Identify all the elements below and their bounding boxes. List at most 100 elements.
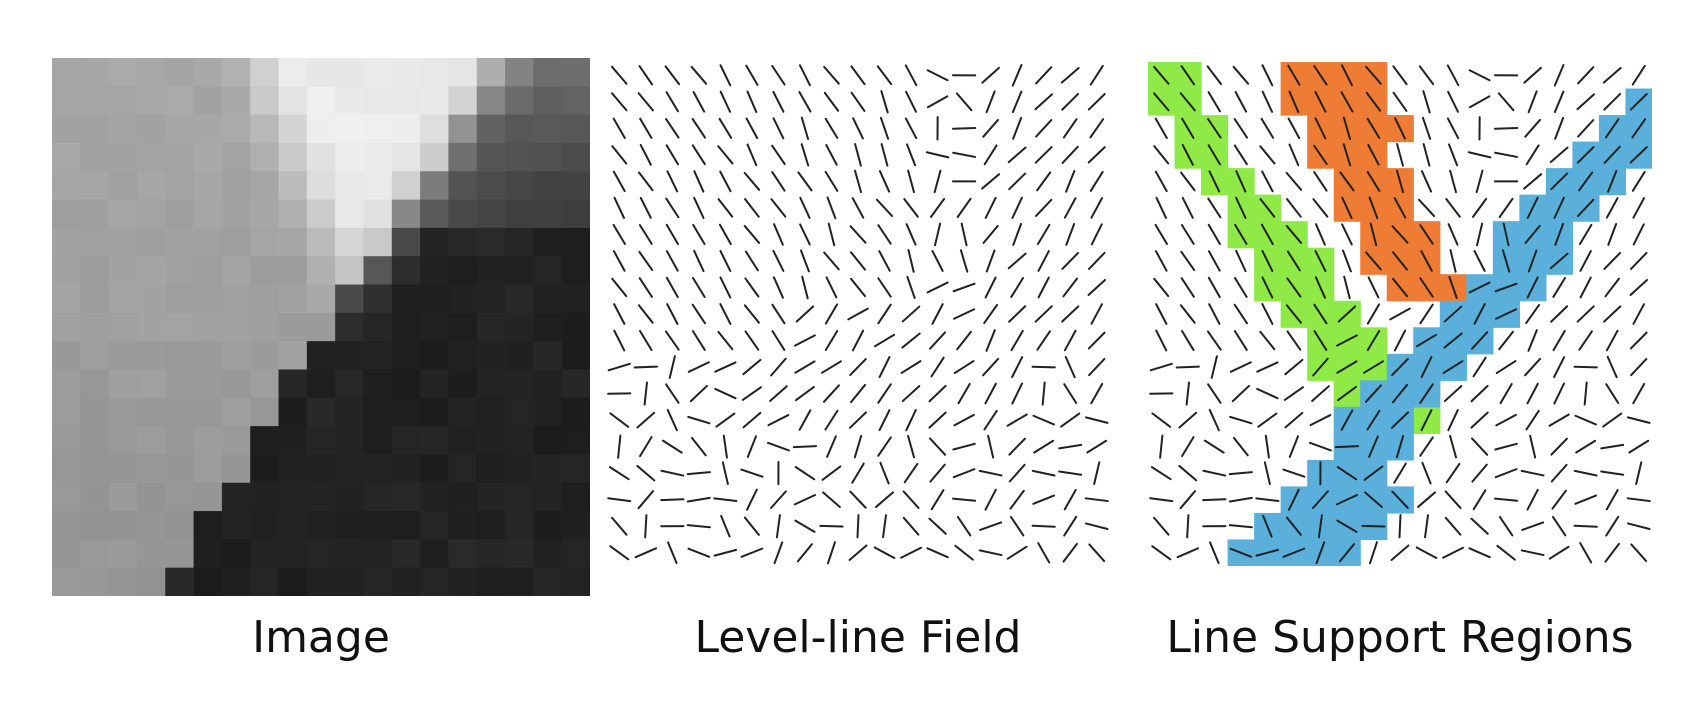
level-line	[824, 170, 839, 192]
level-line	[637, 304, 654, 324]
pixel-cell	[533, 312, 563, 342]
pixel-cell	[80, 369, 110, 399]
level-line	[1283, 386, 1305, 401]
level-line	[639, 143, 652, 166]
pixel-cell	[561, 341, 590, 371]
pixel-cell	[448, 482, 478, 512]
level-line	[715, 412, 736, 428]
level-line	[823, 91, 840, 112]
level-line	[1308, 441, 1332, 452]
level-line	[1153, 145, 1170, 165]
pixel-cell	[306, 511, 336, 540]
level-line	[1495, 360, 1517, 375]
level-line	[611, 92, 628, 112]
level-line	[1417, 491, 1436, 508]
level-line	[849, 490, 867, 509]
level-line	[1342, 143, 1352, 167]
pixel-cell	[136, 199, 166, 229]
pixel-cell	[80, 511, 110, 540]
level-line	[1448, 143, 1459, 167]
pixel-cell	[420, 284, 450, 314]
pixel-cell	[335, 369, 365, 399]
level-line	[901, 305, 921, 323]
level-line	[1317, 514, 1323, 539]
level-line	[1470, 517, 1489, 535]
level-line	[795, 305, 815, 323]
level-line	[1603, 145, 1621, 164]
pixel-cell	[391, 199, 421, 229]
level-line	[900, 360, 922, 374]
level-line	[1285, 224, 1303, 244]
pixel-cell	[476, 227, 506, 257]
level-line	[634, 547, 658, 559]
level-line-field-caption: Level-line Field	[694, 612, 1022, 663]
pixel-cell	[306, 227, 336, 257]
level-line	[1575, 439, 1597, 454]
level-line	[1578, 223, 1593, 245]
pixel-cell	[250, 539, 280, 569]
pixel-cell	[278, 341, 308, 371]
pixel-cell	[363, 86, 393, 116]
level-line	[692, 276, 706, 298]
level-line	[1549, 146, 1569, 164]
level-line	[1392, 277, 1408, 298]
level-line	[1548, 413, 1570, 427]
level-line	[1228, 496, 1253, 503]
level-line	[666, 170, 679, 193]
level-line	[1034, 146, 1053, 164]
level-line	[1209, 541, 1220, 565]
level-line	[1285, 304, 1302, 324]
pixel-cell	[250, 511, 280, 540]
pixel-cell	[505, 567, 534, 596]
level-line	[1501, 249, 1511, 273]
pixel-cell	[221, 454, 251, 484]
level-line	[1065, 170, 1076, 193]
level-line	[1007, 252, 1027, 270]
level-line	[607, 362, 631, 372]
pixel-cell	[505, 454, 534, 484]
level-line	[1521, 521, 1545, 531]
level-line	[879, 461, 890, 485]
level-line	[903, 462, 919, 484]
level-line	[1155, 196, 1167, 219]
level-line	[1064, 355, 1076, 379]
pixel-cell	[136, 454, 166, 484]
pixel-cell	[448, 511, 478, 540]
level-line	[1206, 330, 1222, 351]
level-line	[1007, 146, 1027, 164]
level-line	[931, 250, 944, 272]
level-line	[1035, 66, 1053, 85]
line-support-regions-panel	[1148, 62, 1652, 566]
pixel-cell	[363, 58, 393, 87]
level-line	[743, 304, 760, 324]
pixel-cell	[561, 227, 590, 257]
pixel-cell	[391, 369, 421, 399]
level-line	[1600, 470, 1625, 476]
pixel-cell	[505, 171, 534, 201]
level-line	[1008, 172, 1027, 191]
level-line	[1282, 468, 1306, 478]
level-line	[1203, 439, 1225, 454]
pixel-cell	[505, 227, 534, 257]
pixel-cell	[476, 482, 506, 512]
pixel-cell	[165, 567, 195, 596]
level-line	[1367, 143, 1380, 166]
level-line	[1012, 222, 1023, 246]
level-line	[1313, 171, 1328, 192]
level-line	[644, 514, 648, 539]
level-line	[1181, 436, 1195, 458]
level-line	[1391, 358, 1409, 377]
pixel-cell	[533, 86, 563, 116]
level-line	[1579, 276, 1592, 299]
level-line	[692, 223, 706, 246]
pixel-cell	[476, 58, 506, 87]
level-line	[960, 222, 968, 247]
level-line	[1232, 65, 1250, 85]
level-line	[638, 223, 653, 245]
level-line	[1256, 361, 1279, 373]
level-line	[1314, 90, 1327, 113]
level-line	[794, 466, 816, 481]
level-line	[770, 357, 787, 377]
level-line	[1415, 546, 1438, 560]
level-line	[1233, 118, 1248, 139]
